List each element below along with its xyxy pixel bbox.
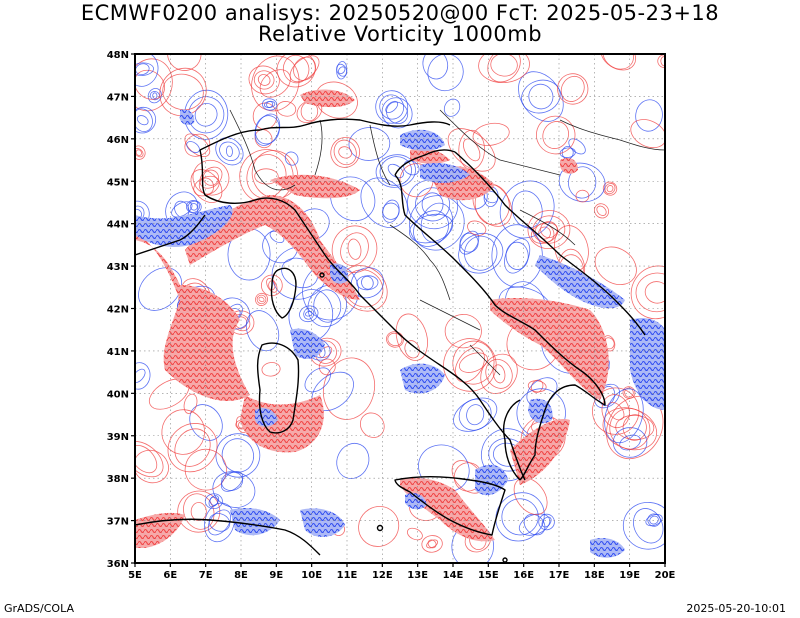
lat-tick-label: 42N [107,305,129,316]
generation-timestamp: 2025-05-20-10:01 [686,602,786,615]
map-title-line2: Relative Vorticity 1000mb [257,22,543,46]
lat-tick-label: 46N [107,135,129,146]
lat-tick-label: 45N [107,177,129,188]
coastlines [135,118,646,563]
lon-tick-label: 14E [443,570,464,581]
software-credit: GrADS/COLA [4,602,74,615]
lat-tick-label: 39N [107,432,129,443]
lon-tick-label: 15E [478,570,499,581]
lon-tick-label: 18E [584,570,605,581]
lat-tick-label: 40N [107,389,129,400]
lat-lon-grid [135,54,665,563]
vorticity-contour-field [135,54,665,563]
lon-tick-label: 13E [407,570,428,581]
map-title-line1: ECMWF0200 analisys: 20250520@00 FcT: 202… [80,1,720,25]
positive-vorticity-areas [135,89,609,548]
lon-tick-label: 16E [513,570,534,581]
lon-tick-label: 17E [549,570,570,581]
lat-tick-label: 37N [107,517,129,528]
lon-tick-label: 20E [655,570,676,581]
lon-tick-label: 8E [234,570,248,581]
lon-tick-label: 11E [337,570,358,581]
lat-tick-label: 44N [107,220,129,231]
lat-tick-label: 41N [107,347,129,358]
lon-tick-label: 5E [128,570,142,581]
lat-tick-label: 36N [107,559,129,570]
lat-tick-label: 38N [107,474,129,485]
axis-ticks [131,53,666,567]
lon-tick-label: 19E [619,570,640,581]
inland-borders [229,109,665,376]
lon-tick-label: 7E [199,570,213,581]
negative-vorticity-areas [135,109,665,558]
lat-tick-label: 43N [107,262,129,273]
lon-tick-label: 10E [301,570,322,581]
latitude-tick-labels: 36N 37N 38N 39N 40N 41N 42N 43N 44N 45N 46N 47N 48N [107,50,129,570]
lon-tick-label: 12E [372,570,393,581]
lat-tick-label: 48N [107,50,129,61]
lat-tick-label: 47N [107,92,129,103]
lon-tick-label: 9E [269,570,283,581]
longitude-tick-labels: 5E 6E 7E 8E 9E 10E 11E 12E 13E 14E 15E 16E 17E 18E 19E… [128,570,675,581]
lon-tick-label: 6E [163,570,177,581]
